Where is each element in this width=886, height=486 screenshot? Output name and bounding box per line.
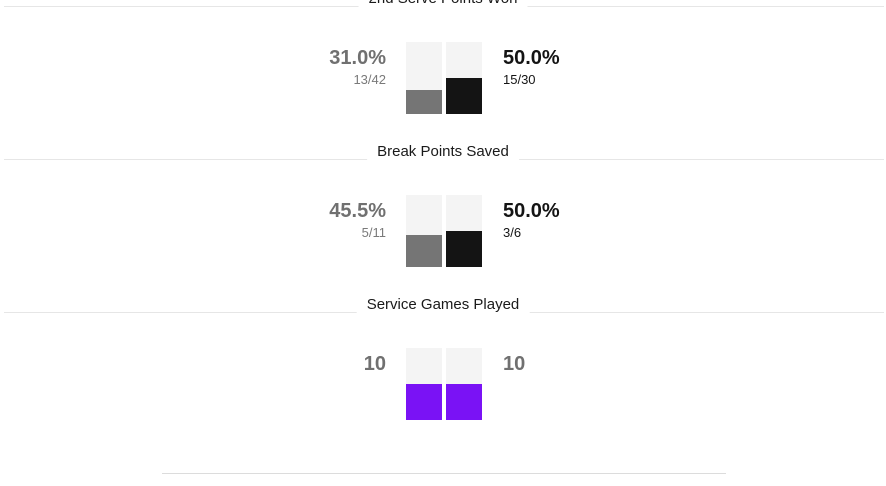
stat-section-service-games-played: Service Games Played 10 10 [0, 296, 886, 458]
right-bar-fill [446, 384, 482, 420]
stat-title: Service Games Played [356, 296, 530, 314]
stat-section-2nd-serve-points-won: 2nd Serve Points Won 31.0% 13/42 50.0% 1… [0, 0, 886, 152]
right-bar-fill [446, 78, 482, 114]
right-player-value: 50.0% [503, 47, 560, 69]
left-bar-fill [406, 234, 442, 267]
left-player-value: 45.5% [329, 200, 386, 222]
stat-title: 2nd Serve Points Won [358, 0, 528, 8]
left-bar-track [406, 348, 442, 420]
right-player-detail: 15/30 [503, 72, 536, 87]
left-player-value: 10 [363, 353, 386, 375]
left-player-detail: 5/11 [361, 225, 386, 240]
left-bar-track [406, 42, 442, 114]
right-bar-fill [446, 231, 482, 267]
right-player-detail: 3/6 [503, 225, 522, 240]
left-bar-fill [406, 384, 442, 420]
right-bar-track [446, 195, 482, 267]
stat-title: Break Points Saved [367, 143, 519, 161]
stat-section-break-points-saved: Break Points Saved 45.5% 5/11 50.0% 3/6 [0, 143, 886, 305]
left-bar-track [406, 195, 442, 267]
left-player-detail: 13/42 [353, 72, 386, 87]
left-bar-fill [406, 90, 442, 114]
right-player-value: 10 [503, 353, 526, 375]
right-player-value: 50.0% [503, 200, 560, 222]
right-bar-track [446, 42, 482, 114]
right-bar-track [446, 348, 482, 420]
left-player-value: 31.0% [329, 47, 386, 69]
footer-divider [162, 473, 726, 474]
